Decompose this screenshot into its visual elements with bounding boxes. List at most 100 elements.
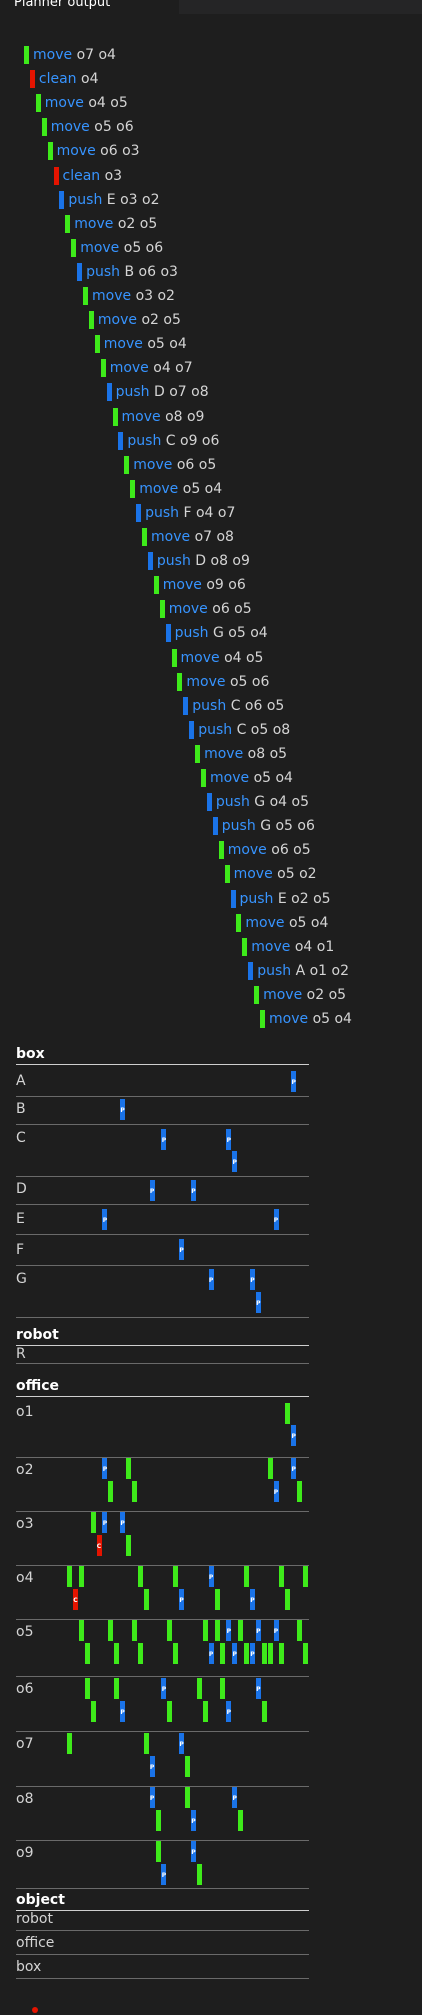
timeline-marker[interactable] — [196, 1678, 202, 1699]
timeline-marker[interactable]: P — [179, 1733, 185, 1754]
plan-step-4[interactable]: move o5 o6 — [41, 118, 134, 137]
plan-step-16[interactable]: move o8 o9 — [112, 407, 204, 426]
plan-step-41[interactable]: move o5 o4 — [260, 1010, 352, 1028]
timeline-marker[interactable] — [220, 1678, 226, 1699]
timeline-marker[interactable] — [131, 1620, 137, 1641]
timeline-marker[interactable] — [297, 1481, 303, 1502]
timeline-marker[interactable] — [167, 1620, 173, 1641]
timeline-marker[interactable] — [267, 1643, 273, 1664]
timeline-marker[interactable] — [137, 1643, 143, 1664]
timeline-marker[interactable]: P — [179, 1589, 185, 1610]
tab-planner-output[interactable]: Planner output — [0, 0, 179, 14]
timeline-marker[interactable] — [220, 1643, 226, 1664]
timeline-marker[interactable]: P — [208, 1643, 214, 1664]
timeline-marker[interactable] — [261, 1643, 267, 1664]
timeline-marker[interactable] — [126, 1535, 131, 1556]
timeline-marker[interactable]: P — [255, 1292, 261, 1313]
plan-step-34[interactable]: move o6 o5 — [218, 841, 311, 860]
plan-step-30[interactable]: move o8 o5 — [195, 744, 287, 763]
timeline-marker[interactable]: C — [72, 1589, 78, 1610]
plan-step-26[interactable]: move o4 o5 — [171, 648, 263, 667]
timeline-marker[interactable]: P — [255, 1678, 261, 1699]
timeline-marker[interactable]: P — [249, 1589, 255, 1610]
timeline-marker[interactable]: P — [232, 1643, 238, 1664]
timeline-marker[interactable]: P — [161, 1678, 167, 1699]
timeline-marker[interactable]: P — [249, 1643, 255, 1664]
plan-step-35[interactable]: move o5 o2 — [224, 865, 317, 884]
timeline-marker[interactable]: P — [226, 1620, 232, 1641]
timeline-marker[interactable] — [297, 1620, 303, 1641]
timeline-marker[interactable] — [244, 1643, 249, 1664]
timeline-marker[interactable]: P — [161, 1864, 167, 1885]
plan-step-13[interactable]: move o5 o4 — [94, 335, 187, 354]
timeline-marker[interactable]: C — [96, 1535, 102, 1556]
timeline-marker[interactable]: P — [291, 1458, 297, 1479]
timeline-marker[interactable]: P — [161, 1129, 167, 1150]
plan-step-25[interactable]: push G o5 o4 — [165, 624, 268, 643]
timeline-marker[interactable]: P — [149, 1180, 155, 1201]
timeline-marker[interactable] — [114, 1678, 120, 1699]
timeline-marker[interactable] — [78, 1566, 84, 1587]
timeline-marker[interactable]: P — [232, 1151, 238, 1172]
plan-step-33[interactable]: push G o5 o6 — [212, 817, 315, 836]
timeline-marker[interactable] — [155, 1841, 161, 1862]
timeline-marker[interactable] — [108, 1620, 114, 1641]
timeline-marker[interactable] — [78, 1620, 84, 1641]
timeline-marker[interactable]: P — [190, 1180, 196, 1201]
timeline-marker[interactable] — [143, 1589, 149, 1610]
timeline-marker[interactable]: P — [226, 1129, 232, 1150]
timeline-marker[interactable] — [238, 1810, 244, 1831]
timeline-marker[interactable]: P — [179, 1239, 185, 1260]
timeline-marker[interactable] — [114, 1643, 120, 1664]
timeline-marker[interactable]: P — [255, 1620, 261, 1641]
plan-step-12[interactable]: move o2 o5 — [88, 311, 181, 330]
plan-step-17[interactable]: push C o9 o6 — [118, 431, 219, 450]
timeline-marker[interactable] — [202, 1701, 208, 1722]
plan-step-24[interactable]: move o6 o5 — [159, 600, 252, 619]
timeline-marker[interactable] — [202, 1620, 208, 1641]
timeline-marker[interactable] — [90, 1701, 96, 1722]
timeline-marker[interactable]: P — [120, 1512, 126, 1533]
timeline-marker[interactable] — [84, 1678, 90, 1699]
timeline-marker[interactable] — [155, 1810, 161, 1831]
plan-step-9[interactable]: move o5 o6 — [71, 238, 163, 257]
plan-step-36[interactable]: push E o2 o5 — [230, 889, 331, 908]
plan-step-39[interactable]: push A o1 o2 — [248, 961, 349, 980]
timeline-marker[interactable] — [185, 1756, 190, 1777]
timeline-marker[interactable] — [238, 1620, 244, 1641]
timeline-marker[interactable]: P — [149, 1787, 155, 1808]
plan-step-22[interactable]: push D o8 o9 — [147, 552, 250, 571]
timeline-marker[interactable] — [303, 1643, 308, 1664]
plan-step-5[interactable]: move o6 o3 — [47, 142, 140, 161]
plan-step-7[interactable]: push E o3 o2 — [59, 190, 159, 209]
plan-step-23[interactable]: move o9 o6 — [153, 576, 246, 595]
timeline-marker[interactable]: P — [149, 1756, 155, 1777]
timeline-marker[interactable]: P — [208, 1269, 214, 1290]
timeline-marker[interactable] — [67, 1733, 72, 1754]
timeline-marker[interactable] — [84, 1643, 90, 1664]
timeline-marker[interactable] — [173, 1643, 179, 1664]
plan-step-2[interactable]: clean o4 — [29, 70, 98, 89]
plan-step-11[interactable]: move o3 o2 — [83, 287, 175, 305]
timeline-marker[interactable] — [196, 1864, 202, 1885]
timeline-marker[interactable] — [214, 1620, 220, 1641]
timeline-marker[interactable] — [267, 1458, 273, 1479]
timeline-marker[interactable]: P — [120, 1099, 126, 1120]
timeline-marker[interactable] — [261, 1701, 267, 1722]
timeline-marker[interactable] — [244, 1566, 249, 1587]
plan-step-37[interactable]: move o5 o4 — [236, 913, 328, 932]
plan-step-28[interactable]: push C o6 o5 — [183, 696, 284, 715]
timeline-marker[interactable]: P — [232, 1787, 238, 1808]
timeline-marker[interactable]: P — [273, 1620, 279, 1641]
timeline-marker[interactable] — [285, 1589, 291, 1610]
timeline-marker[interactable] — [126, 1458, 131, 1479]
timeline-marker[interactable] — [214, 1589, 220, 1610]
plan-step-38[interactable]: move o4 o1 — [242, 937, 334, 956]
timeline-marker[interactable] — [279, 1566, 285, 1587]
plan-step-1[interactable]: move o7 o4 — [24, 46, 116, 64]
timeline-marker[interactable] — [90, 1512, 96, 1533]
timeline-marker[interactable]: P — [273, 1209, 279, 1230]
plan-step-10[interactable]: push B o6 o3 — [77, 262, 178, 281]
timeline-marker[interactable]: P — [291, 1071, 297, 1092]
timeline-marker[interactable]: P — [190, 1810, 196, 1831]
